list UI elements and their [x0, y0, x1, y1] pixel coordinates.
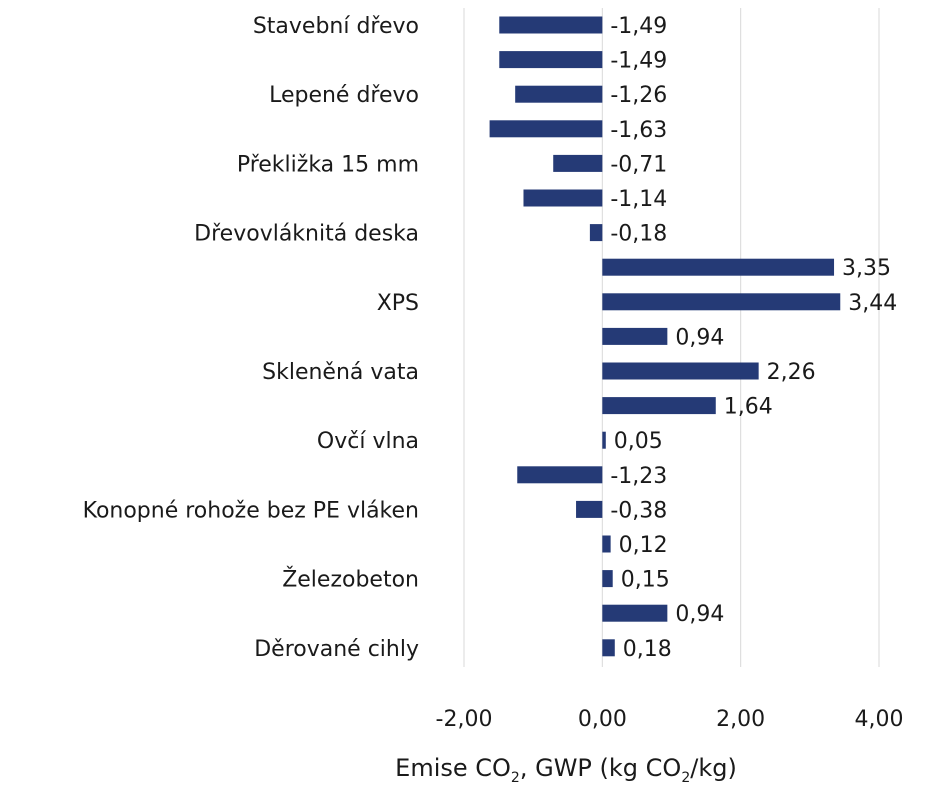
category-label: Skleněná vata: [262, 360, 419, 385]
x-axis-title: Emise CO2, GWP (kg CO2/kg): [395, 754, 737, 786]
bar: [553, 154, 603, 172]
data-label: -0,18: [610, 222, 667, 247]
data-label: -1,49: [610, 14, 667, 39]
bar: [523, 189, 603, 207]
bar: [489, 120, 603, 138]
x-tick-label: 4,00: [855, 707, 904, 732]
bar: [515, 85, 603, 103]
data-label: -0,38: [610, 498, 667, 523]
category-labels: Stavební dřevo Lepené dřevo Překližka 15 m…: [83, 14, 419, 662]
data-label: 0,18: [623, 637, 672, 662]
x-tick-label: 0,00: [578, 707, 627, 732]
category-label: Překližka 15 mm: [237, 152, 419, 177]
bar: [602, 604, 668, 622]
bar: [602, 362, 759, 380]
category-label: Stavební dřevo: [253, 14, 419, 39]
bar: [589, 224, 603, 242]
bar: [499, 51, 603, 69]
grid-layer: [463, 8, 880, 667]
x-axis-title-part-3: /kg): [690, 754, 737, 782]
x-axis-title-subscript-1: 2: [511, 770, 520, 786]
data-label: -1,26: [610, 83, 667, 108]
bar: [602, 258, 835, 276]
bar: [602, 327, 668, 345]
data-label: -1,63: [610, 118, 667, 143]
data-label: -1,14: [610, 187, 667, 212]
category-label: Ovčí vlna: [317, 429, 419, 454]
data-label: 0,05: [614, 429, 663, 454]
bar: [517, 466, 603, 484]
data-label: -1,23: [610, 464, 667, 489]
x-axis-ticks: -2,00 0,00 2,00 4,00: [436, 707, 904, 732]
category-label: Konopné rohože bez PE vláken: [83, 498, 419, 523]
data-label: 0,15: [621, 568, 670, 593]
category-label: Lepené dřevo: [269, 83, 419, 108]
category-label: Železobeton: [282, 567, 419, 593]
category-label: Děrované cihly: [254, 637, 419, 662]
bar: [602, 397, 716, 415]
x-axis-title-subscript-2: 2: [681, 770, 690, 786]
data-label: 0,94: [675, 602, 724, 627]
bar: [576, 500, 603, 518]
bar: [602, 570, 613, 588]
data-label: 2,26: [767, 360, 816, 385]
x-tick-label: 2,00: [716, 707, 765, 732]
bars: [489, 16, 841, 657]
data-label: 0,12: [619, 533, 668, 558]
data-label: 3,44: [848, 291, 897, 316]
x-axis-title-part-2: , GWP (kg CO: [520, 754, 681, 782]
bar: [602, 535, 611, 553]
data-label: -1,49: [610, 49, 667, 74]
data-label: -0,71: [610, 152, 667, 177]
bar: [602, 639, 615, 657]
data-label: 3,35: [842, 256, 891, 281]
category-label: XPS: [377, 291, 419, 316]
category-label: Dřevovláknitá deska: [194, 222, 419, 247]
data-label: 0,94: [675, 325, 724, 350]
data-label: 1,64: [724, 395, 773, 420]
data-labels: -1,49 -1,49 -1,26 -1,63 -0,71 -1,14 -0,18 3,35 3…: [610, 14, 897, 662]
x-axis-title-part-1: Emise CO: [395, 754, 511, 782]
bar: [602, 431, 606, 449]
bar: [499, 16, 603, 34]
bar: [602, 293, 841, 311]
x-tick-label: -2,00: [436, 707, 493, 732]
